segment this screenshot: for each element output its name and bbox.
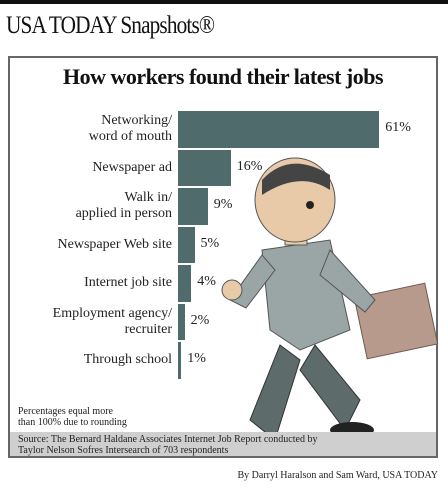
bar bbox=[178, 111, 380, 148]
data-label: 61% bbox=[385, 120, 411, 136]
category-label: Walk in/ applied in person bbox=[75, 190, 172, 222]
bar bbox=[178, 342, 182, 379]
category-label: Internet job site bbox=[84, 275, 172, 291]
data-label: 9% bbox=[213, 197, 233, 213]
category-label: Networking/ word of mouth bbox=[88, 113, 172, 145]
category-label: Employment agency/ recruiter bbox=[52, 305, 172, 337]
bar bbox=[178, 188, 208, 225]
credit: By Darryl Haralson and Sam Ward, USA TOD… bbox=[237, 470, 438, 481]
bar bbox=[178, 265, 192, 302]
data-label: 5% bbox=[200, 235, 220, 251]
data-label: 16% bbox=[236, 158, 263, 174]
category-label: Newspaper ad bbox=[92, 159, 172, 175]
data-label: 4% bbox=[197, 274, 216, 290]
category-label: Newspaper Web site bbox=[57, 236, 172, 252]
bar bbox=[178, 149, 231, 186]
running-man bbox=[221, 157, 439, 448]
chart-title: How workers found their latest jobs bbox=[62, 64, 384, 89]
data-label: 2% bbox=[190, 312, 210, 328]
top-rule bbox=[0, 0, 448, 4]
footnote: Percentages equal more than 100% due to … bbox=[18, 406, 127, 428]
bar bbox=[178, 226, 195, 263]
data-label: 1% bbox=[187, 351, 206, 367]
header: USA TODAY Snapshots® bbox=[6, 12, 215, 39]
bar bbox=[178, 303, 185, 340]
source: Source: The Bernard Haldane Associates I… bbox=[10, 432, 436, 456]
category-label: Through school bbox=[83, 352, 172, 368]
